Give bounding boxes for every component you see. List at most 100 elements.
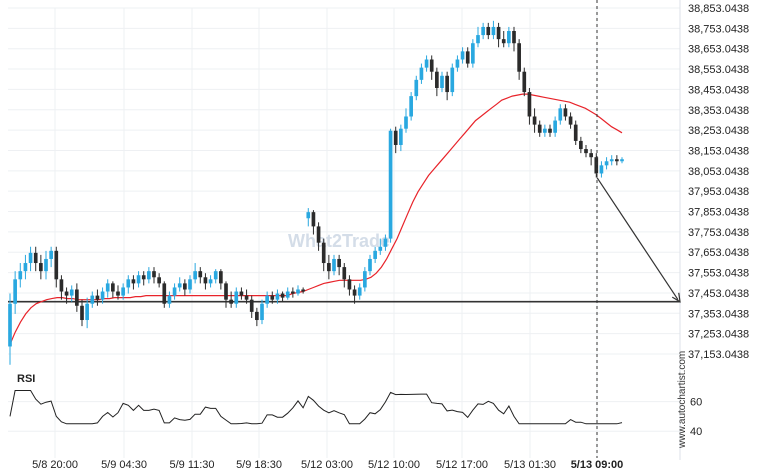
candle [573,120,578,145]
candle [80,299,84,327]
candle [59,275,64,300]
price-tick-label: 37,253.0438 [688,329,749,341]
candle-body [172,287,177,296]
candle-body [445,75,449,93]
candle [615,155,619,166]
candle [311,210,316,235]
candle [363,267,367,292]
price-tick-label: 37,153.0438 [688,349,749,361]
candle [568,112,573,129]
time-tick-label: 5/12 17:00 [436,459,488,471]
candle-body [13,279,17,304]
time-tick-label: 5/13 01:30 [504,459,556,471]
candle [327,254,331,280]
candle-body [548,128,552,133]
rsi-tick-label: 60 [690,397,702,409]
candle [69,285,74,302]
candle [383,234,388,251]
candle [49,246,53,268]
candle [224,281,228,308]
candle-body [162,283,167,304]
candle [393,126,398,154]
price-tick-label: 38,253.0438 [688,125,749,137]
candle [126,275,131,294]
candle [198,267,203,284]
candle [507,26,511,48]
candle-body [471,43,475,64]
candle [157,273,161,288]
candle-body [255,311,259,321]
time-tick-label: 5/9 11:30 [169,459,214,471]
candle-body [183,283,187,290]
candle [28,246,33,272]
candle-body [363,271,367,288]
candle-body [609,159,614,162]
price-tick-label: 38,453.0438 [688,84,749,96]
candle-body [393,130,398,145]
candle-body [357,287,362,296]
candle-body [496,26,501,40]
chart-grid [8,0,681,460]
candle-body [177,283,182,288]
candle-body [532,116,537,125]
candle-body [429,59,434,72]
candle-body [460,51,465,60]
candle [563,104,568,121]
candle [527,87,532,125]
candle [342,263,347,288]
candle [265,291,269,308]
time-tick-label: 5/9 04:30 [101,459,147,471]
candle-body [90,295,95,304]
candle-body [152,271,156,278]
candle [8,293,12,365]
candle-body [568,116,573,125]
candle-body [301,289,305,292]
candle [64,287,69,304]
candle-body [85,303,89,321]
candle [599,161,604,178]
candle [496,22,501,48]
candle-body [383,238,388,247]
rsi-line [9,390,623,425]
rsi-tick-label: 40 [690,426,702,438]
candle [332,254,336,276]
candle [337,254,341,276]
price-tick-label: 38,153.0438 [688,145,749,157]
price-tick-label: 38,053.0438 [688,166,749,178]
candle-body [486,26,491,36]
candle [378,238,383,255]
watermark-text: What2Trade [288,231,390,251]
candle [260,299,264,325]
candle-body [49,250,53,259]
candle [203,273,208,290]
candle-body [229,299,233,304]
candle [558,104,563,125]
candle-body [198,271,203,278]
price-tick-label: 37,553.0438 [688,268,749,280]
candle [172,283,177,300]
candle [229,291,233,308]
candle-body [476,35,480,44]
candle-body [573,124,578,141]
candle-body [553,120,557,133]
candle [501,31,506,48]
candle-body [291,291,295,294]
candle [537,120,542,137]
candle [316,222,321,251]
projection-arrow-line [596,177,679,301]
candle [465,47,470,68]
candle-body [414,79,419,97]
candle [579,136,583,154]
candle [440,71,444,93]
candle-body [435,71,439,88]
candle-body [373,250,377,259]
candle [399,124,403,152]
candle-body [64,291,69,296]
candle-body [188,279,192,290]
candle-body [419,67,424,80]
price-tick-label: 37,853.0438 [688,207,749,219]
candle [90,291,95,308]
projection-arrow-head [671,292,681,303]
candle-body [594,157,599,174]
candle-body [167,295,172,304]
